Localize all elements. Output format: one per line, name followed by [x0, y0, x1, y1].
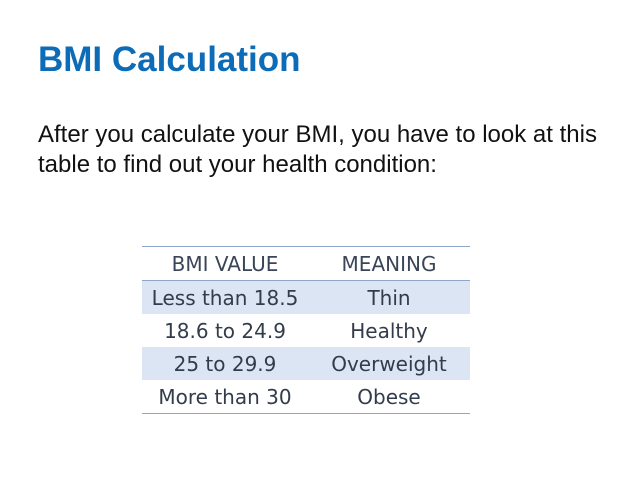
bmi-value-cell: 18.6 to 24.9	[164, 318, 286, 343]
table-row: 18.6 to 24.9 Healthy	[142, 314, 470, 347]
slide-title: BMI Calculation	[38, 40, 301, 79]
meaning-cell: Thin	[308, 280, 470, 314]
meaning-cell: Healthy	[350, 318, 428, 343]
table-row: Less than 18.5 Thin	[142, 280, 470, 314]
table-row: 25 to 29.9 Overweight	[142, 347, 470, 380]
meaning-cell: Overweight	[308, 347, 470, 380]
header-bmi-value: BMI VALUE	[142, 246, 308, 281]
table-header-row: BMI VALUE MEANING	[142, 246, 470, 281]
bmi-value-cell: Less than 18.5	[142, 280, 308, 314]
bmi-value-cell: More than 30	[158, 384, 292, 409]
table-row: More than 30 Obese	[142, 380, 470, 414]
header-meaning: MEANING	[308, 246, 470, 281]
bmi-value-cell: 25 to 29.9	[142, 347, 308, 380]
intro-paragraph: After you calculate your BMI, you have t…	[38, 121, 597, 178]
bmi-table-container: BMI VALUE MEANING Less than 18.5 Thin 18…	[142, 246, 470, 414]
meaning-cell: Obese	[357, 384, 421, 409]
bmi-table: BMI VALUE MEANING Less than 18.5 Thin 18…	[142, 246, 470, 414]
